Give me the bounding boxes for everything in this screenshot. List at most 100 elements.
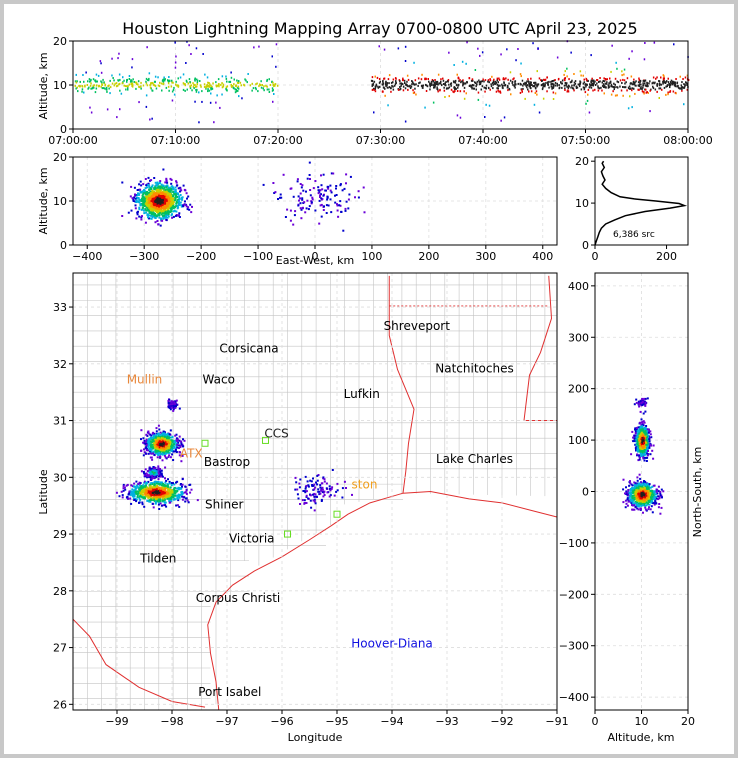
- altitude-eastwest-point: [152, 212, 155, 215]
- altitude-eastwest-point: [337, 215, 340, 218]
- altitude-eastwest-point: [144, 221, 147, 224]
- altitude-eastwest-point: [345, 200, 348, 203]
- altitude-eastwest-point: [160, 188, 163, 191]
- altitude-eastwest-point: [142, 193, 145, 196]
- altitude-time-point: [177, 85, 180, 88]
- altitude-time-point: [642, 82, 644, 85]
- altitude-time-point: [83, 80, 85, 83]
- altitude-eastwest-point: [168, 188, 171, 191]
- altitude-time-point: [503, 116, 506, 119]
- map-lightning-point: [177, 486, 180, 489]
- altitude-time-point: [220, 83, 222, 86]
- northsouth-point: [650, 436, 653, 439]
- altitude-eastwest-point: [156, 220, 159, 222]
- altitude-time-point: [669, 86, 671, 89]
- altitude-time-point: [273, 93, 275, 95]
- altitude-time-point: [119, 108, 121, 111]
- altitude-time-point: [207, 81, 209, 84]
- map-lightning-point: [124, 488, 127, 491]
- altitude-time-point: [663, 80, 665, 82]
- map-lightning-point: [151, 432, 154, 435]
- altitude-time-point: [104, 87, 106, 90]
- altitude-time-point: [429, 82, 431, 85]
- altitude-time-point: [531, 84, 533, 86]
- map-lightning-point: [143, 451, 146, 454]
- map-lightning-point: [143, 486, 146, 489]
- altitude-time-point: [608, 82, 610, 85]
- altitude-time-point: [436, 87, 438, 90]
- altitude-eastwest-point: [325, 212, 328, 214]
- map-lightning-point: [177, 495, 180, 497]
- altitude-time-point: [232, 85, 234, 87]
- altitude-time-point: [530, 77, 532, 80]
- map-lightning-point: [317, 474, 320, 476]
- altitude-time-point: [395, 77, 397, 80]
- altitude-time-point: [659, 87, 662, 90]
- map-lightning-point: [137, 483, 140, 486]
- map-lightning-point: [307, 484, 310, 487]
- altitude-eastwest-point: [159, 200, 162, 203]
- altitude-eastwest-point: [289, 209, 292, 212]
- altitude-time-point: [588, 111, 591, 114]
- map-lightning-point: [149, 433, 152, 436]
- map-lightning-point: [317, 488, 320, 491]
- altitude-time-point: [521, 90, 523, 93]
- map-lightning-point: [170, 447, 173, 450]
- altitude-time-point: [481, 80, 483, 83]
- altitude-time-point: [192, 85, 195, 88]
- altitude-eastwest-point: [144, 208, 147, 211]
- northsouth-point: [632, 436, 635, 439]
- altitude-time-point: [371, 84, 373, 87]
- map-lightning-point: [161, 491, 164, 494]
- altitude-time-point: [517, 48, 519, 50]
- altitude-time-point: [188, 78, 191, 81]
- altitude-time-point: [454, 79, 457, 82]
- northsouth-point: [634, 428, 636, 431]
- altitude-time-point: [375, 83, 378, 86]
- altitude-time-point: [635, 84, 637, 87]
- altitude-eastwest-point: [138, 206, 141, 209]
- map-lightning-point: [157, 471, 160, 474]
- map-lightning-point: [181, 454, 184, 457]
- altitude-time-point: [656, 76, 658, 79]
- map-lightning-point: [309, 494, 312, 497]
- altitude-time-point: [601, 89, 603, 92]
- altitude-eastwest-point: [173, 205, 176, 208]
- map-lightning-point: [143, 505, 146, 508]
- map-lightning-point: [148, 467, 151, 470]
- altitude-eastwest-point: [296, 180, 299, 183]
- altitude-eastwest-point: [179, 187, 182, 190]
- altitude-time-point: [401, 83, 404, 86]
- altitude-time-point: [272, 84, 275, 87]
- altitude-time-point: [258, 85, 260, 88]
- map-lightning-point: [330, 487, 333, 490]
- map-lightning-point: [153, 445, 156, 448]
- altitude-time-point: [155, 87, 158, 90]
- map-lightning-point: [131, 488, 134, 491]
- map-lightning-point: [301, 499, 304, 502]
- map-lightning-point: [328, 485, 331, 488]
- altitude-time-point: [238, 95, 240, 98]
- map-lightning-point: [310, 506, 313, 509]
- altitude-eastwest-point: [172, 201, 175, 203]
- altitude-time-point: [665, 85, 667, 88]
- map-lightning-point: [170, 439, 173, 442]
- altitude-time-point: [439, 82, 442, 85]
- altitude-eastwest-ylabel: Altitude, km: [37, 167, 50, 234]
- altitude-time-point: [498, 90, 500, 93]
- altitude-time-point: [611, 44, 613, 47]
- map-lightning-point: [141, 493, 144, 496]
- altitude-time-point: [94, 91, 97, 94]
- altitude-time-point: [476, 83, 478, 86]
- altitude-time-point: [268, 91, 271, 93]
- map-lightning-point: [174, 448, 177, 451]
- map-lightning-point: [144, 487, 147, 490]
- map-lightning-point: [164, 466, 167, 469]
- altitude-eastwest-point: [297, 204, 300, 207]
- altitude-time-point: [584, 91, 587, 94]
- northsouth-point: [648, 445, 651, 447]
- altitude-eastwest-point: [176, 184, 179, 187]
- map-lightning-point: [153, 489, 156, 491]
- map-lightning-point: [175, 439, 178, 441]
- altitude-time-point: [276, 84, 279, 87]
